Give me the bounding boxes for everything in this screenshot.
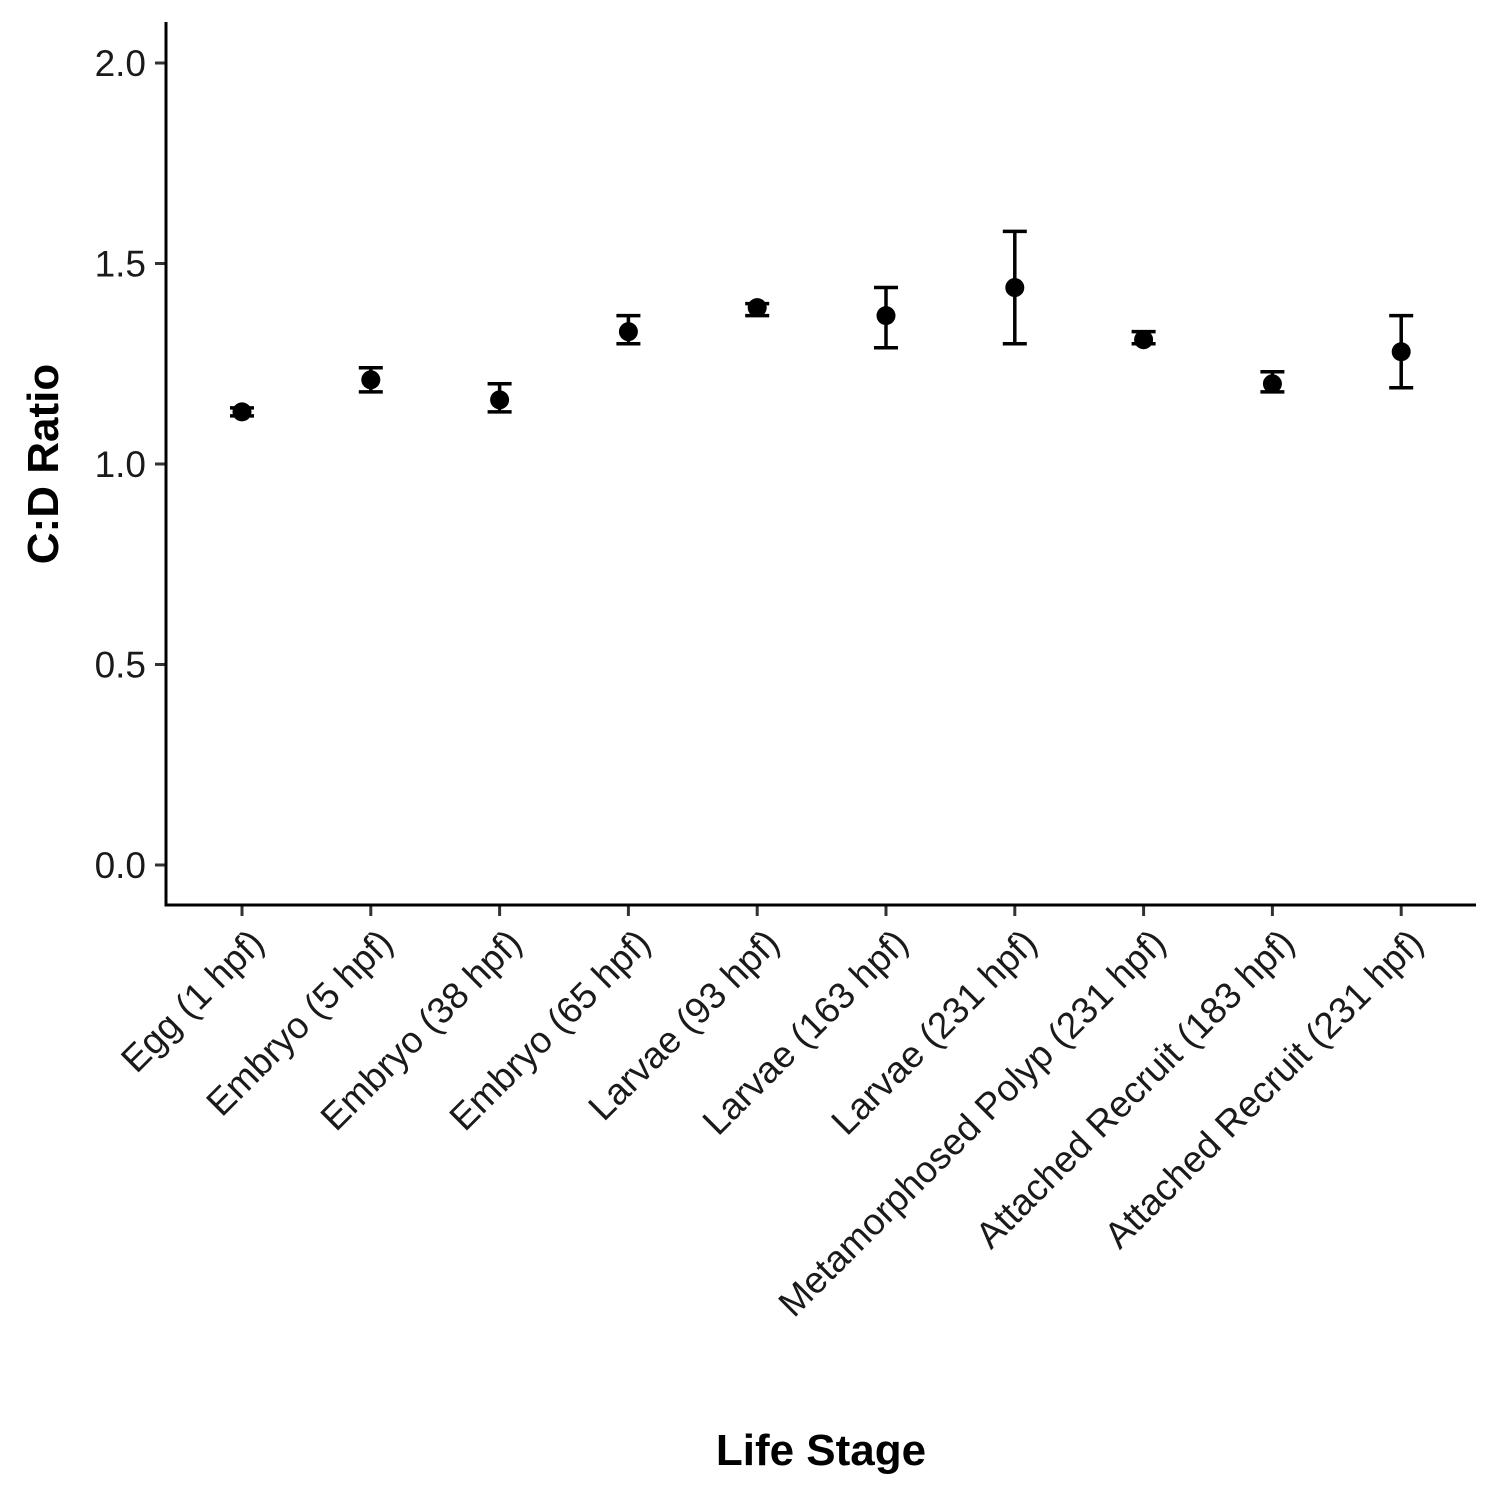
y-tick-label: 0.0 (95, 845, 146, 886)
data-point-group (745, 298, 770, 318)
data-point (1134, 330, 1154, 350)
data-point (232, 402, 252, 422)
data-point-group (487, 382, 512, 414)
data-point (1005, 278, 1025, 298)
data-point-group (230, 402, 254, 422)
data-point (618, 322, 638, 342)
data-point-group (874, 285, 898, 350)
data-point (1391, 342, 1411, 362)
data-point (490, 390, 510, 410)
y-axis-ticks: 0.0 0.5 1.0 1.5 2.0 (95, 43, 166, 886)
data-point-group (1002, 229, 1027, 346)
y-tick-label: 2.0 (95, 43, 146, 84)
data-point (361, 370, 381, 390)
data-point-group (1389, 313, 1414, 390)
y-tick-label: 1.5 (95, 244, 146, 285)
data-point-group (616, 313, 641, 346)
data-point-group (1260, 370, 1285, 394)
data-points (230, 229, 1414, 422)
x-axis-title: Life Stage (716, 1426, 926, 1475)
data-point (876, 306, 896, 326)
data-point-group (1131, 329, 1156, 350)
y-axis-title: C:D Ratio (19, 364, 68, 564)
data-point (1262, 374, 1282, 394)
x-axis-ticks: Egg (1 hpf)Embryo (5 hpf)Embryo (38 hpf)… (113, 905, 1431, 1324)
y-tick-label: 1.0 (95, 444, 146, 485)
y-tick-label: 0.5 (95, 645, 146, 686)
data-point-group (358, 366, 383, 394)
data-point (747, 298, 767, 318)
